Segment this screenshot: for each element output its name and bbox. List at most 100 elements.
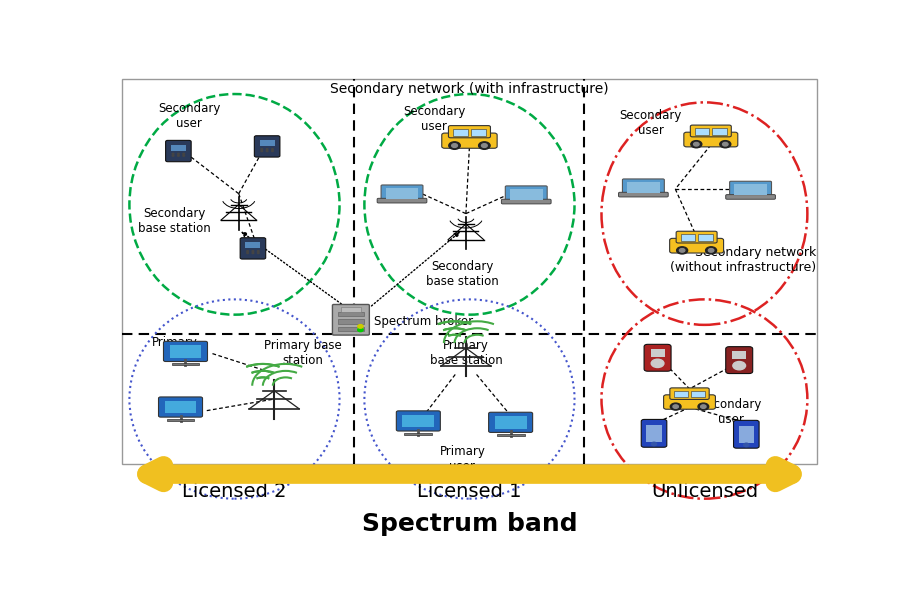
FancyBboxPatch shape (158, 397, 202, 417)
Circle shape (178, 155, 180, 157)
Bar (471, 129, 485, 135)
Bar (405, 433, 432, 435)
Bar (732, 351, 747, 359)
Circle shape (272, 150, 273, 152)
Circle shape (252, 250, 254, 252)
FancyBboxPatch shape (240, 238, 266, 259)
FancyBboxPatch shape (691, 125, 731, 137)
Bar (167, 419, 194, 421)
FancyBboxPatch shape (506, 186, 547, 202)
Circle shape (693, 143, 699, 146)
Bar (338, 327, 364, 330)
Text: Primary
user: Primary user (440, 445, 485, 473)
Text: Secondary
user: Secondary user (403, 105, 465, 132)
Circle shape (267, 149, 268, 150)
Bar (386, 188, 419, 199)
FancyBboxPatch shape (684, 132, 737, 147)
FancyBboxPatch shape (618, 192, 668, 197)
Circle shape (651, 359, 664, 367)
Circle shape (701, 405, 706, 408)
Circle shape (449, 142, 461, 149)
FancyBboxPatch shape (501, 199, 551, 204)
Circle shape (246, 250, 248, 252)
Text: Primary base
station: Primary base station (264, 339, 342, 367)
Bar (734, 184, 767, 195)
Circle shape (698, 403, 709, 410)
Text: Unlicensed: Unlicensed (651, 482, 758, 501)
Text: Licensed 1: Licensed 1 (417, 482, 522, 501)
Circle shape (452, 144, 457, 147)
FancyBboxPatch shape (488, 412, 532, 432)
Bar (453, 129, 468, 135)
Circle shape (651, 442, 657, 445)
FancyBboxPatch shape (166, 140, 191, 162)
Bar (510, 189, 542, 200)
Circle shape (677, 247, 688, 254)
Circle shape (358, 324, 363, 328)
Circle shape (744, 443, 749, 447)
Circle shape (705, 247, 716, 254)
Text: Spectrum broker: Spectrum broker (374, 315, 473, 327)
FancyBboxPatch shape (730, 181, 771, 197)
Bar (674, 391, 688, 397)
Circle shape (261, 150, 263, 152)
Bar (245, 243, 260, 249)
FancyBboxPatch shape (644, 344, 671, 371)
Circle shape (257, 252, 259, 253)
Bar (698, 234, 713, 241)
FancyBboxPatch shape (734, 420, 759, 448)
Bar (647, 425, 661, 442)
Bar (171, 363, 200, 365)
Bar (695, 128, 709, 135)
Bar (165, 401, 196, 414)
Circle shape (267, 150, 268, 152)
Circle shape (252, 252, 254, 253)
Circle shape (478, 142, 490, 149)
FancyBboxPatch shape (623, 179, 664, 194)
FancyBboxPatch shape (163, 341, 208, 361)
Bar (338, 312, 364, 316)
Bar (681, 234, 695, 241)
FancyBboxPatch shape (676, 231, 717, 243)
FancyBboxPatch shape (442, 133, 497, 148)
FancyBboxPatch shape (255, 135, 280, 157)
Bar (650, 349, 664, 356)
Circle shape (691, 141, 702, 148)
Bar (338, 320, 364, 323)
Bar (122, 79, 817, 464)
FancyBboxPatch shape (663, 395, 715, 409)
Text: Secondary
user: Secondary user (619, 109, 682, 137)
Circle shape (673, 405, 679, 408)
Circle shape (172, 155, 174, 157)
Circle shape (261, 149, 263, 150)
Text: Spectrum band: Spectrum band (362, 512, 577, 536)
FancyBboxPatch shape (670, 388, 709, 399)
FancyBboxPatch shape (641, 420, 667, 447)
FancyBboxPatch shape (725, 347, 753, 373)
Bar (169, 346, 202, 358)
Bar (496, 434, 525, 436)
Circle shape (183, 155, 184, 157)
Text: Secondary network (with infrastructure): Secondary network (with infrastructure) (330, 82, 609, 96)
Text: Secondary
user: Secondary user (700, 397, 762, 426)
Text: Secondary
base station: Secondary base station (426, 260, 498, 288)
FancyBboxPatch shape (377, 198, 427, 203)
Circle shape (720, 141, 731, 148)
Bar (495, 416, 527, 429)
Bar (691, 391, 704, 397)
Circle shape (257, 250, 259, 252)
Bar (259, 140, 275, 146)
Circle shape (723, 143, 728, 146)
FancyBboxPatch shape (381, 185, 423, 200)
Text: Licensed 2: Licensed 2 (182, 482, 287, 501)
Text: Secondary
user: Secondary user (158, 102, 220, 130)
Circle shape (246, 252, 248, 253)
Circle shape (680, 249, 685, 252)
Circle shape (733, 362, 746, 370)
FancyBboxPatch shape (397, 411, 441, 431)
Bar (341, 308, 361, 312)
Circle shape (482, 144, 487, 147)
Bar (627, 182, 660, 193)
Circle shape (272, 149, 273, 150)
Bar (739, 426, 754, 444)
